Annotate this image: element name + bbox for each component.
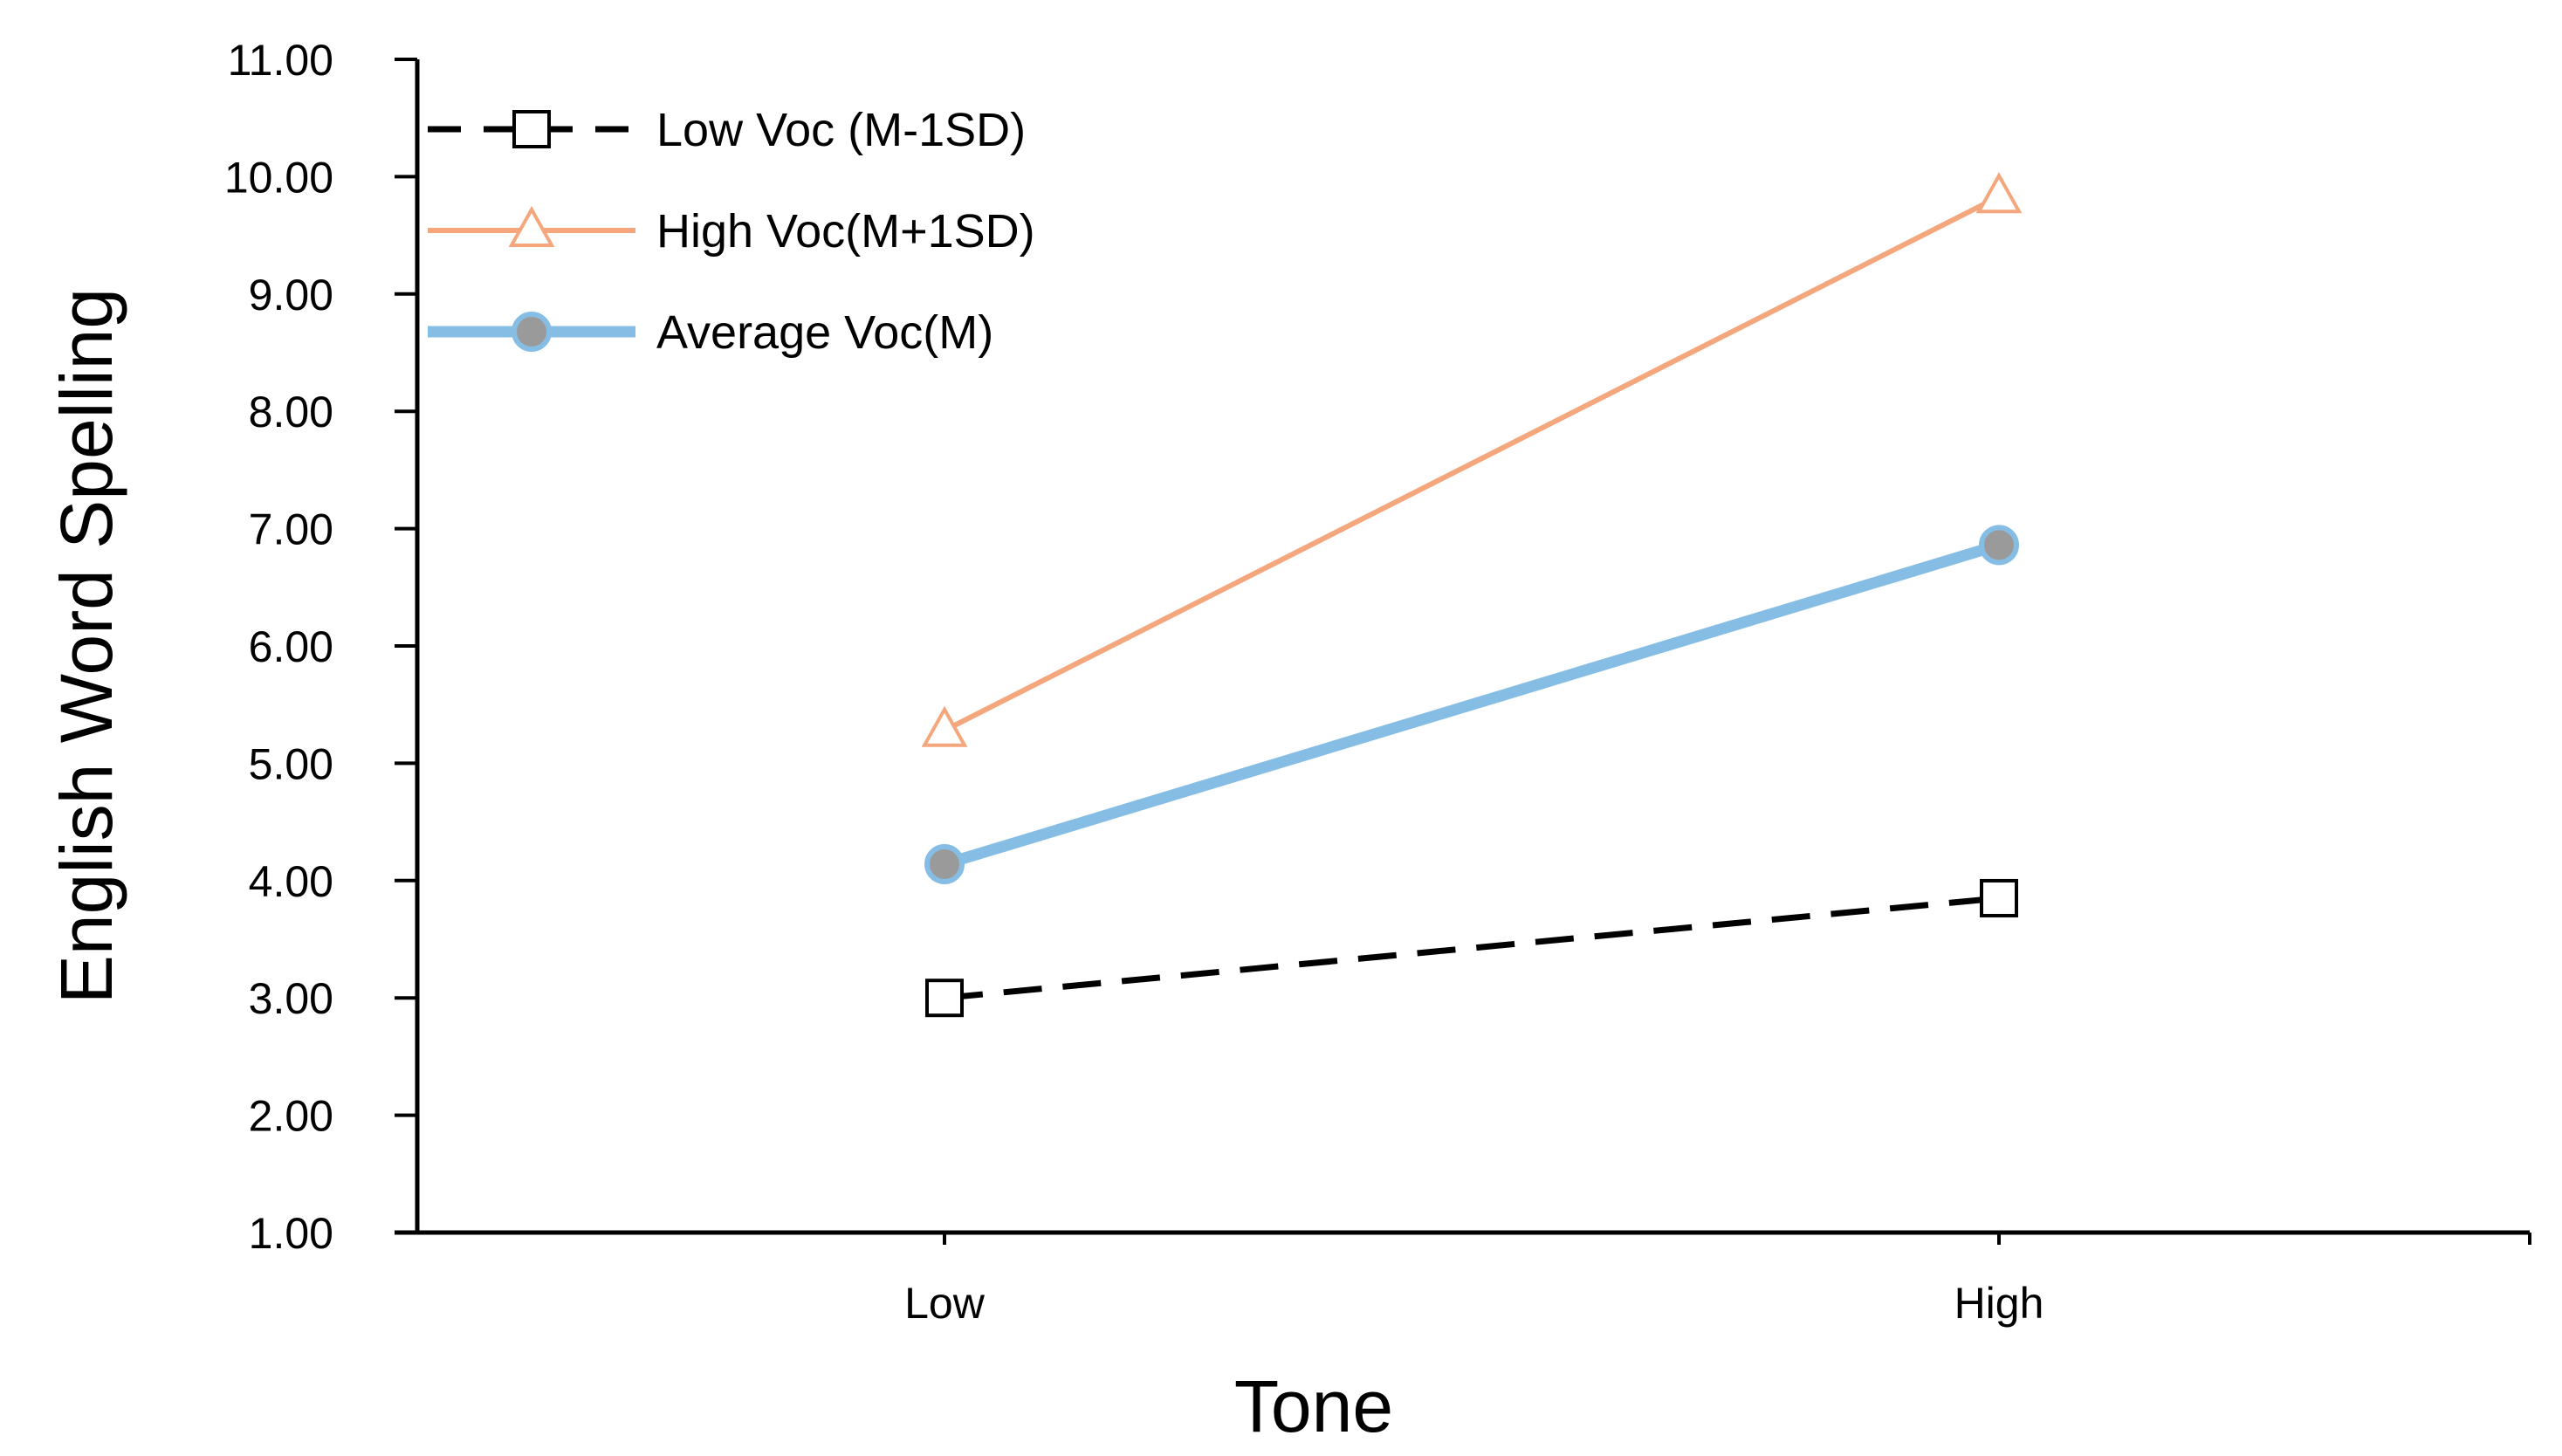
y-tick-label: 9.00 bbox=[249, 271, 333, 319]
y-tick-label: 11.00 bbox=[228, 36, 333, 85]
legend: Low Voc (M-1SD) High Voc(M+1SD) Average Vo… bbox=[428, 104, 1035, 359]
legend-entry: Low Voc (M-1SD) bbox=[428, 104, 1026, 156]
series-0 bbox=[925, 878, 2018, 1018]
legend-label: High Voc(M+1SD) bbox=[656, 205, 1035, 258]
series-1 bbox=[921, 172, 2023, 747]
legend-label: Average Voc(M) bbox=[656, 306, 993, 359]
series-2 bbox=[924, 525, 2019, 884]
series-line bbox=[944, 895, 2000, 1001]
legend-entry: High Voc(M+1SD) bbox=[428, 205, 1035, 258]
y-tick-label: 6.00 bbox=[249, 622, 333, 671]
y-axis-ticks: 1.00 2.00 3.00 4.00 5.00 6.00 7.00 8.00 9.00 10.0… bbox=[224, 36, 417, 1258]
y-tick-label: 10.00 bbox=[224, 153, 333, 202]
y-tick-label: 5.00 bbox=[249, 739, 333, 788]
y-tick-label: 7.00 bbox=[249, 505, 333, 554]
series-layer bbox=[921, 172, 2023, 1018]
x-tick-label: Low bbox=[904, 1279, 986, 1328]
x-axis-title: Tone bbox=[1234, 1365, 1393, 1447]
y-tick-label: 1.00 bbox=[249, 1209, 333, 1258]
data-point bbox=[921, 705, 968, 747]
data-point bbox=[1979, 525, 2019, 566]
legend-label: Low Voc (M-1SD) bbox=[656, 104, 1026, 156]
data-point bbox=[1980, 878, 2018, 917]
series-line bbox=[943, 194, 2001, 733]
x-axis-ticks: Low High bbox=[904, 1233, 2043, 1328]
y-tick-label: 2.00 bbox=[249, 1092, 333, 1141]
legend-entry: Average Voc(M) bbox=[428, 306, 993, 359]
y-axis-title: English Word Spelling bbox=[45, 288, 127, 1004]
y-tick-label: 3.00 bbox=[249, 974, 333, 1023]
legend-swatch-marker bbox=[512, 110, 551, 148]
y-tick-label: 8.00 bbox=[249, 388, 333, 436]
data-point bbox=[924, 843, 965, 884]
y-tick-label: 4.00 bbox=[249, 857, 333, 906]
series-line bbox=[943, 539, 2001, 870]
x-tick-label: High bbox=[1954, 1279, 2044, 1328]
legend-swatch-marker bbox=[512, 312, 552, 352]
data-point bbox=[1975, 172, 2023, 214]
data-point bbox=[925, 979, 964, 1018]
legend-swatch-marker bbox=[508, 205, 555, 247]
